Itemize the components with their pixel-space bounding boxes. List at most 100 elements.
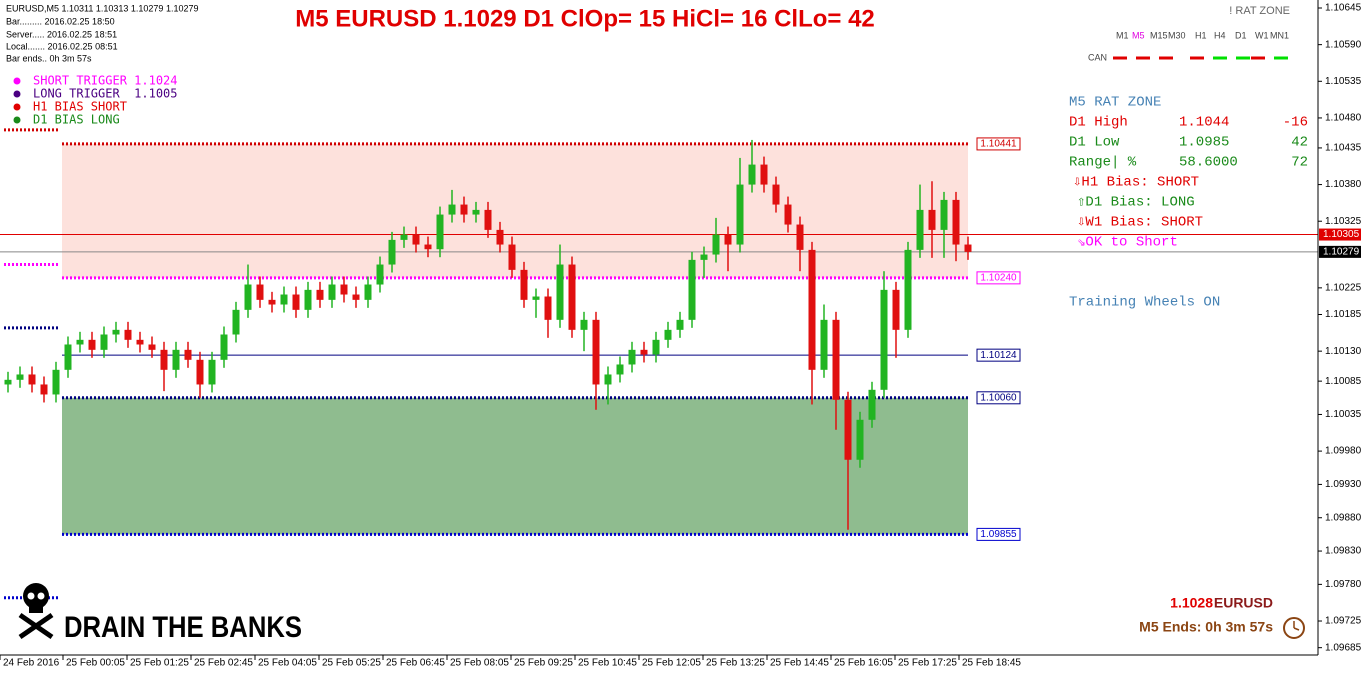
candle-body [580,319,588,330]
y-tick-label: 1.09725 [1325,616,1362,627]
candle-body [256,284,264,300]
bias-line: ⇘OK to Short [1077,235,1178,251]
y-tick-label: 1.10480 [1325,113,1362,124]
candle-body [292,294,300,310]
timeframe[interactable]: D1 [1235,30,1247,40]
candle-body [16,374,24,380]
candle-body [4,379,12,385]
price-label-box [1319,228,1361,241]
x-tick-label: 25 Feb 14:45 [770,658,829,669]
level-label-box [976,137,1021,151]
candle-body [88,339,96,350]
y-tick-label: 1.10185 [1325,309,1362,320]
skull-icon [18,583,54,640]
y-tick-label: 1.10325 [1325,216,1362,227]
candle-body [940,199,948,230]
timeframe[interactable]: M15 [1150,30,1168,40]
candle-body [832,319,840,400]
panel-cell: 1.1044 [1179,115,1229,131]
y-tick-label: 1.10435 [1325,143,1362,154]
candle-body [316,289,324,300]
candle-body [460,204,468,215]
timeframe[interactable]: H4 [1214,30,1226,40]
can-label: CAN [1088,52,1107,62]
candle-body [808,249,816,370]
level-label: 1.10441 [980,139,1017,150]
candle-body [664,329,672,340]
y-tick-label: 1.09930 [1325,479,1362,490]
y-tick-label: 1.10035 [1325,409,1362,420]
candle-body [568,264,576,330]
panel-cell: 1.0985 [1179,135,1229,151]
x-tick-label: 25 Feb 01:25 [130,658,189,669]
x-tick-label: 24 Feb 2016 [3,658,60,669]
skull [23,583,49,609]
candle-body [724,234,732,245]
legend-label: LONG TRIGGER 1.1005 [33,87,178,101]
y-tick-label: 1.09830 [1325,546,1362,557]
candle-body [496,229,504,245]
chart-title: M5 EURUSD 1.1029 D1 ClOp= 15 HiCl= 16 Cl… [295,5,875,32]
candle-body [172,349,180,370]
x-tick-label: 25 Feb 06:45 [386,658,445,669]
y-tick-label: 1.10130 [1325,346,1362,357]
timeframe[interactable]: M30 [1168,30,1186,40]
y-tick-label: 1.10085 [1325,376,1362,387]
candle-body [340,284,348,295]
legend-dot [13,77,21,85]
candle-body [268,299,276,305]
candle-body [136,339,144,345]
candle-body [232,309,240,335]
candle-body [952,199,960,245]
timeframe[interactable]: W1 [1255,30,1269,40]
x-tick-label: 25 Feb 04:05 [258,658,317,669]
eye [27,592,35,600]
candle-body [436,214,444,250]
candle-body [208,359,216,385]
candle-body [220,334,228,360]
level-label-box [976,271,1021,285]
timeframe[interactable]: MN1 [1270,30,1289,40]
candle-body [40,384,48,395]
bone [18,612,54,640]
candles-layer [4,139,972,530]
y-tick-label: 1.09980 [1325,446,1362,457]
y-tick-label: 1.10645 [1325,3,1362,14]
candle-body [412,234,420,245]
panel-title: M5 RAT ZONE [1069,95,1161,111]
indicator-name: ! RAT ZONE [1229,5,1290,17]
info-line: Server..... 2016.02.25 18:51 [6,29,117,39]
timeframe[interactable]: H1 [1195,30,1207,40]
info-line: Bar ends.. 0h 3m 57s [6,53,92,63]
timeframe[interactable]: M5 [1132,30,1145,40]
candle-body [148,344,156,350]
y-tick-label: 1.10380 [1325,179,1362,190]
bias-line: ⇧D1 Bias: LONG [1077,195,1195,211]
candle-body [352,294,360,300]
candle-body [736,184,744,245]
candle-body [928,209,936,230]
candle-body [400,234,408,240]
candle-body [52,369,60,395]
candle-body [280,294,288,305]
level-label: 1.10124 [980,350,1017,361]
candle-body [616,364,624,375]
candle-body [676,319,684,330]
candle-body [856,419,864,460]
footer-symbol: EURUSD [1214,595,1273,611]
candle-body [388,239,396,265]
candle-body [784,204,792,225]
candle-body [880,289,888,390]
level-label: 1.10060 [980,392,1017,403]
candle-body [100,334,108,350]
panel-cell: Range| % [1069,155,1137,171]
candle-body [964,244,972,252]
info-line: Bar......... 2016.02.25 18:50 [6,16,115,26]
x-tick-label: 25 Feb 16:05 [834,658,893,669]
footer-bar-end: M5 Ends: 0h 3m 57s [1139,619,1273,635]
candle-body [700,254,708,260]
timeframe[interactable]: M1 [1116,30,1129,40]
candle-body [844,399,852,460]
y-tick-label: 1.10535 [1325,76,1362,87]
x-tick-label: 25 Feb 08:05 [450,658,509,669]
